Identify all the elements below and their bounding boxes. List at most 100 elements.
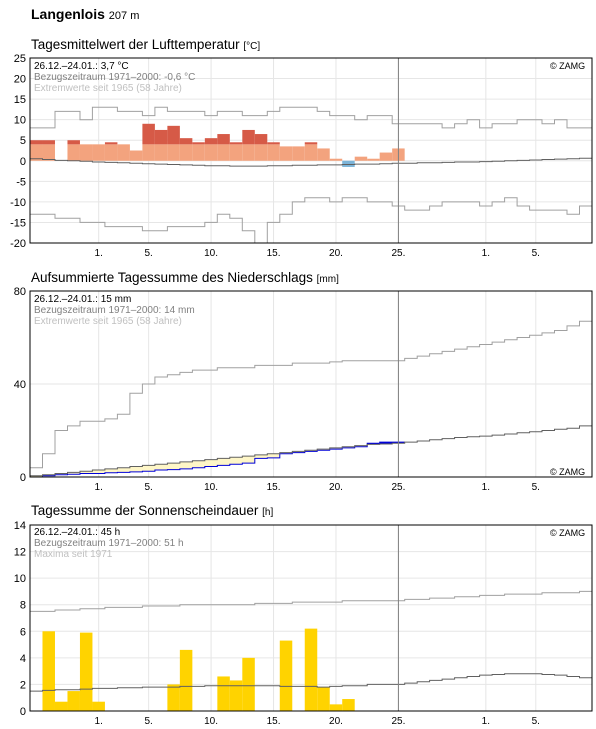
precip-area-segment [342,446,356,448]
precip-info-period: 26.12.–24.01.: 15 mm [34,294,132,305]
temp-bar-base [242,144,255,161]
temp-bar-base [79,144,93,161]
temp-bar-base [192,144,205,161]
precip-xtick-label: 20. [329,482,343,493]
precip-area-segment [292,451,306,453]
precip-area-segment [242,456,256,464]
sun-ytick-label: 2 [20,679,26,691]
temp-chart-title: Tagesmittelwert der Lufttemperatur [°C] [31,37,260,52]
precip-xtick-label: 5. [532,482,540,493]
temp-bar-base [129,150,143,161]
temp-bar-base [279,146,293,161]
temp-ytick-label: -20 [10,238,26,250]
precip-ytick-label: 40 [14,379,26,391]
precip-info: 26.12.–24.01.: 15 mm Bezugszeitraum 1971… [34,294,195,327]
precip-area-segment [92,470,106,474]
precip-chart-title: Aufsummierte Tagessumme des Niederschlag… [31,270,339,285]
sun-unit: [h] [262,507,274,518]
sun-info-maxima: Maxima seit 1971 [34,549,113,560]
temp-xtick-label: 5. [532,248,540,259]
temp-info-extremes: Extremwerte seit 1965 (58 Jahre) [34,83,182,94]
temp-bar-anomaly [254,134,268,145]
precip-reference-line [30,425,592,477]
precip-area-segment [129,466,143,472]
sun-bar [342,699,355,711]
precip-area-segment [204,459,218,467]
station-title: Langenlois 207 m [31,6,139,22]
sun-title-text: Tagessumme der Sonnenscheindauer [31,503,259,518]
sun-xtick-label: 10. [204,716,218,727]
precip-area-segment [42,474,56,476]
temp-bar-base [367,158,380,161]
temp-bar-anomaly [30,140,43,145]
precip-copyright: © ZAMG [550,467,586,477]
temp-xtick-label: 1. [482,248,490,259]
sun-ytick-label: 8 [20,600,26,612]
temp-title-text: Tagesmittelwert der Lufttemperatur [31,37,240,52]
temp-bar-base [179,144,193,161]
precip-actual-line [30,441,405,478]
precip-xtick-label: 5. [144,482,152,493]
precip-area-segment [367,443,380,445]
temp-xtick-label: 25. [391,248,405,259]
sun-bar [304,628,318,711]
temp-bar-base [117,144,130,161]
sun-xtick-label: 5. [532,716,540,727]
precip-ytick-label: 80 [14,286,26,298]
temp-ytick-label: -10 [10,197,26,209]
sun-bar [92,701,105,711]
temp-bar-anomaly [104,142,118,145]
sun-xtick-label: 1. [482,716,490,727]
temp-bar-anomaly [142,123,155,145]
temp-bar-base [30,144,43,161]
precip-xtick-label: 1. [95,482,103,493]
temp-bar-base [229,144,243,161]
temp-bar-anomaly [179,138,193,145]
precip-area-segment [67,472,81,475]
sun-max-extreme-line [30,590,592,612]
temp-bar-anomaly [154,129,168,145]
precip-area-segment [117,467,131,473]
sun-ytick-label: 6 [20,626,26,638]
precip-area-segment [54,473,68,475]
temp-xtick-label: 5. [144,248,152,259]
temp-bar-base [167,144,180,161]
temp-bar-base [254,144,268,161]
temp-ytick-label: -15 [10,217,26,229]
sun-xtick-label: 20. [329,716,343,727]
sun-bar [317,687,330,711]
temp-bar-base [42,144,55,161]
sun-xtick-label: 5. [144,716,152,727]
sun-bar [242,657,255,711]
temp-bar-base [67,144,80,161]
precip-area-segment [154,464,168,471]
precip-area-segment [217,458,231,466]
precip-area-segment [317,449,331,451]
temp-xtick-label: 1. [95,248,103,259]
temp-info-period: 26.12.–24.01.: 3,7 °C [34,61,129,72]
precip-info-extremes: Extremwerte seit 1965 (58 Jahre) [34,316,182,327]
temp-copyright: © ZAMG [550,61,586,71]
temp-ytick-label: 5 [20,135,26,147]
temp-info-reference: Bezugszeitraum 1971–2000: -0,6 °C [34,72,196,83]
temp-bar-anomaly [192,142,205,145]
temp-bar-base [204,144,218,161]
precip-xtick-label: 15. [267,482,281,493]
temp-bar-anomaly [267,142,280,145]
precip-area-segment [379,442,393,444]
sun-ytick-label: 4 [20,653,26,665]
temp-ytick-label: -5 [16,176,26,188]
temp-xtick-label: 15. [267,248,281,259]
sun-reference-line [30,673,592,692]
sun-xtick-label: 15. [267,716,281,727]
precip-ytick-label: 0 [20,472,26,484]
precip-area-segment [167,463,181,470]
precip-area-segment [229,457,243,465]
sun-bar [279,640,293,711]
temp-bar-anomaly [167,125,180,145]
sun-bar [229,680,243,711]
sun-bar [42,631,55,711]
precip-area-segment [279,452,293,454]
precip-area-segment [30,475,43,477]
